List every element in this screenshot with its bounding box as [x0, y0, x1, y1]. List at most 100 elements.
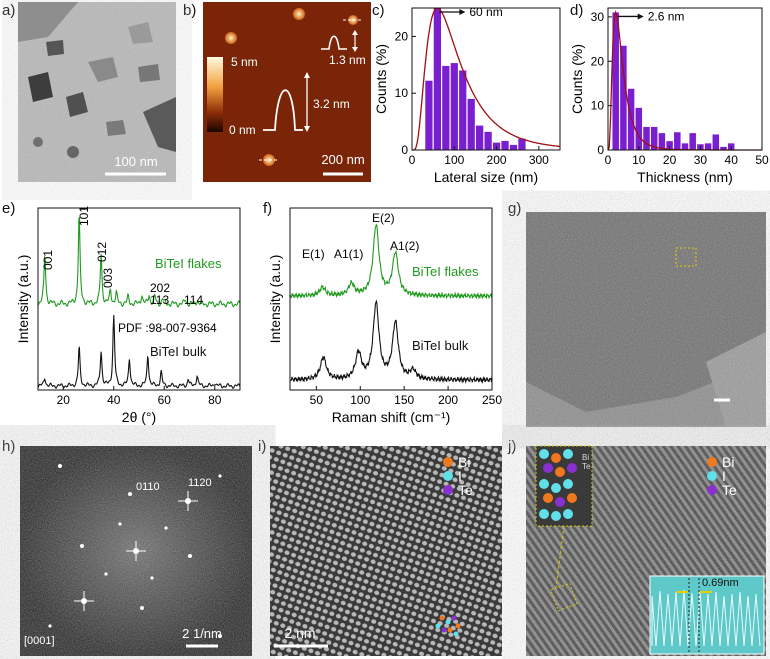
- panel-h-spot-2: 1120: [188, 477, 212, 489]
- panel-g-hrtem-image: [526, 212, 766, 427]
- x-tick-label-0: 50: [310, 393, 324, 407]
- chart-f-raman-spectra: BiTeI flakes BiTeI bulk 50 100 150 200 250 Rama…: [267, 207, 502, 425]
- panel-h-zone-axis: [0001]: [24, 635, 55, 647]
- histogram-bar-8: [674, 132, 681, 150]
- y-tick-label-1: 10: [395, 86, 409, 100]
- y-tick-label-0: 0: [597, 143, 604, 157]
- x-tick-label-0: 0: [605, 153, 612, 167]
- panel-a-scale-label: 100 nm: [114, 154, 157, 169]
- histogram-bar-1: [433, 8, 441, 150]
- panel-label-c: c): [372, 2, 385, 19]
- x-tick-label-4: 40: [725, 153, 739, 167]
- histogram-bar-14: [720, 146, 727, 150]
- panel-label-i: i): [258, 438, 267, 455]
- histogram-bar-6: [476, 125, 484, 150]
- x-axis-label: Raman shift (cm⁻¹): [332, 409, 451, 425]
- panel-b-profile-small: 1.3 nm: [329, 53, 366, 67]
- x-tick-label-3: 30: [694, 153, 708, 167]
- panel-b-colorbar-top: 5 nm: [231, 55, 258, 69]
- peak-label-0: 001: [41, 250, 55, 270]
- histogram-bar-4: [643, 126, 650, 150]
- histogram-bar-4: [459, 70, 467, 150]
- peak-label-2: E(2): [372, 211, 395, 225]
- panel-i-atomic-image: Bi I Te 2 nm: [270, 446, 502, 656]
- histogram-bar-7: [484, 131, 492, 150]
- histogram-bar-10: [689, 133, 696, 150]
- y-axis-label: Intensity (a.u.): [267, 255, 283, 344]
- panel-h-scale-label: 2 1/nm: [182, 626, 222, 641]
- panel-label-b: b): [183, 2, 197, 19]
- y-tick-label-1: 10: [591, 99, 605, 113]
- histogram-bar-13: [712, 134, 720, 150]
- panel-j-hrtem-overlay: Bi Te Bi I Te 0.69nm: [526, 445, 766, 656]
- pdf-reference-label: PDF :98-007-9364: [118, 321, 217, 335]
- panel-label-e: e): [2, 200, 16, 217]
- series-line-0: [289, 223, 493, 300]
- panel-j-mini-te: Te: [582, 462, 591, 471]
- y-tick-label-0: 0: [401, 143, 408, 157]
- panel-j-legend-te: Te: [722, 482, 737, 498]
- histogram-bar-5: [650, 126, 658, 150]
- series-line-0: [37, 217, 241, 308]
- panel-b-colorbar-bottom: 0 nm: [229, 123, 256, 137]
- series-label-0: BiTeI flakes: [155, 256, 222, 271]
- annotation-arrow-head: [637, 13, 644, 20]
- plot-frame: [37, 207, 241, 391]
- histogram-bar-12: [704, 143, 712, 150]
- x-tick-label-2: 60: [158, 393, 172, 407]
- peak-label-3: 003: [101, 268, 115, 288]
- y-tick-label-2: 20: [395, 29, 409, 43]
- y-tick-label-3: 30: [591, 10, 605, 24]
- panel-b-profile-large: 3.2 nm: [313, 97, 350, 111]
- histogram-bar-2: [442, 65, 450, 150]
- panel-i-legend-i: I: [458, 468, 462, 484]
- panel-label-f: f): [263, 200, 273, 217]
- x-tick-label-2: 200: [487, 153, 507, 167]
- chart-c-lateral-size-histogram: 0 100 200 300 0 10 20 Lateral size (nm) Counts (…: [373, 5, 561, 185]
- panel-label-j: j): [508, 438, 517, 455]
- x-tick-label-0: 20: [57, 393, 71, 407]
- series-label-1: BiTeI bulk: [150, 344, 207, 359]
- annotation-arrow-head: [459, 9, 466, 15]
- histogram-bar-0: [425, 80, 433, 150]
- panel-i-legend-bi: Bi: [458, 454, 470, 470]
- histogram-bar-5: [467, 98, 475, 150]
- y-axis-label: Counts (%): [373, 44, 389, 114]
- panel-b-scale-label: 200 nm: [321, 152, 364, 167]
- x-axis-label: 2θ (°): [122, 409, 156, 425]
- panel-label-a: a): [2, 2, 16, 19]
- plot-frame: [289, 207, 493, 391]
- panel-h-spot-1: 0110: [136, 481, 160, 493]
- x-tick-label-3: 80: [208, 393, 222, 407]
- panel-h-fft-pattern: 0110 1120 [0001] 2 1/nm: [20, 446, 252, 656]
- x-tick-label-1: 40: [107, 393, 121, 407]
- peak-label-3: A1(2): [390, 239, 419, 253]
- annotation-label: 60 nm: [469, 5, 502, 19]
- panel-label-g: g): [508, 200, 522, 217]
- plot-frame: [607, 7, 763, 151]
- panel-j-inset-label: 0.69nm: [702, 577, 739, 589]
- peak-label-1: 101: [77, 206, 91, 226]
- histogram-bar-0: [612, 12, 619, 150]
- x-tick-label-5: 50: [755, 153, 769, 167]
- plot-frame: [411, 7, 561, 151]
- panel-j-legend-i: I: [722, 468, 726, 484]
- panel-i-legend-te: Te: [458, 482, 473, 498]
- series-label-0: BiTeI flakes: [412, 264, 479, 279]
- series-line-1: [37, 314, 241, 389]
- y-axis-label: Intensity (a.u.): [15, 255, 31, 344]
- panel-label-d: d): [570, 2, 584, 19]
- y-tick-label-2: 20: [591, 54, 605, 68]
- histogram-bar-9: [681, 143, 689, 150]
- histogram-bar-6: [658, 133, 666, 150]
- peak-label-1: A1(1): [334, 247, 363, 261]
- x-tick-label-3: 200: [438, 393, 458, 407]
- x-axis-label: Lateral size (nm): [434, 169, 538, 185]
- y-axis-label: Counts (%): [569, 44, 585, 114]
- histogram-bar-3: [635, 107, 643, 150]
- chart-d-thickness-histogram: 0 10 20 30 40 50 0 10 20 30 Thickness (nm) Counts (…: [569, 7, 769, 185]
- peak-label-6: 114: [184, 293, 203, 307]
- x-tick-label-2: 150: [394, 393, 414, 407]
- x-tick-label-3: 300: [529, 153, 549, 167]
- histogram-bar-7: [666, 141, 673, 150]
